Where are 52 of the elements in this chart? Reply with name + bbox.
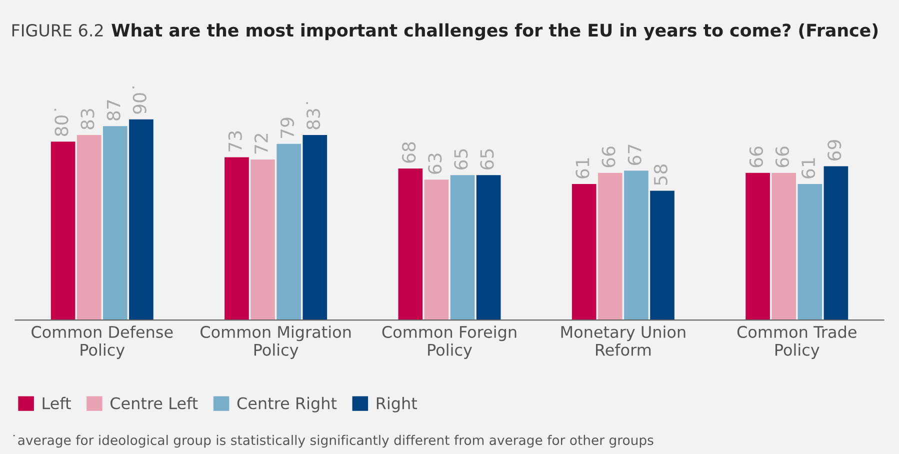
- bar: [772, 172, 796, 320]
- legend-label: Centre Right: [237, 396, 337, 412]
- data-label: 65: [480, 149, 494, 170]
- data-label: 65: [454, 149, 468, 170]
- data-label: 72: [254, 134, 268, 154]
- data-label: 90˙: [132, 86, 146, 114]
- data-label: 66: [749, 146, 764, 168]
- chart-subtitle: FIGURE 6.2: [12, 24, 103, 37]
- data-label: 83: [80, 109, 94, 130]
- bar: [302, 134, 328, 320]
- bar: [624, 170, 648, 320]
- x-tick-label: Common Trade Policy: [737, 326, 856, 359]
- bar: [598, 172, 622, 320]
- bar: [398, 168, 423, 320]
- data-label: 69: [828, 140, 842, 160]
- legend-label: Right: [376, 396, 418, 412]
- data-label: 79: [280, 118, 294, 138]
- legend-label: Centre Left: [110, 396, 198, 410]
- bar: [450, 175, 475, 320]
- data-label: 68: [402, 142, 416, 163]
- data-label: 58: [654, 164, 668, 185]
- data-label: 73: [228, 131, 242, 152]
- x-tick-label: Common Foreign Policy: [382, 326, 516, 359]
- bar: [276, 144, 301, 320]
- data-label: 80˙: [54, 108, 68, 136]
- bar: [76, 134, 102, 320]
- x-tick-label: Common Migration Policy: [200, 326, 351, 359]
- data-label: 66: [775, 146, 790, 168]
- bar: [650, 190, 674, 320]
- bar: [102, 126, 128, 320]
- data-label: 66: [602, 146, 616, 168]
- data-label: 61: [576, 158, 590, 178]
- bar: [250, 160, 275, 320]
- bar: [129, 119, 154, 320]
- data-label: 67: [628, 144, 642, 165]
- data-label: 61: [801, 158, 816, 178]
- bar: [224, 157, 249, 320]
- bar: [746, 172, 770, 320]
- text: ˙average for ideological group is statistically significantly different from average for other groups: [13, 434, 654, 448]
- x-tick-label: Monetary Union Reform: [561, 326, 686, 356]
- data-label: 87: [106, 100, 120, 120]
- data-label: 83˙: [306, 102, 320, 130]
- bar: [476, 175, 501, 320]
- bar: [50, 142, 76, 320]
- chart-title: What are the most important challenges for the EU in years to come? (France): [112, 23, 878, 40]
- x-tick-label: Common Defense Policy: [32, 326, 173, 359]
- data-label: 63: [428, 154, 442, 174]
- bar: [798, 184, 822, 320]
- legend-label: Left: [42, 396, 71, 410]
- bar: [824, 166, 848, 320]
- bar: [424, 180, 449, 320]
- bar: [572, 184, 596, 320]
